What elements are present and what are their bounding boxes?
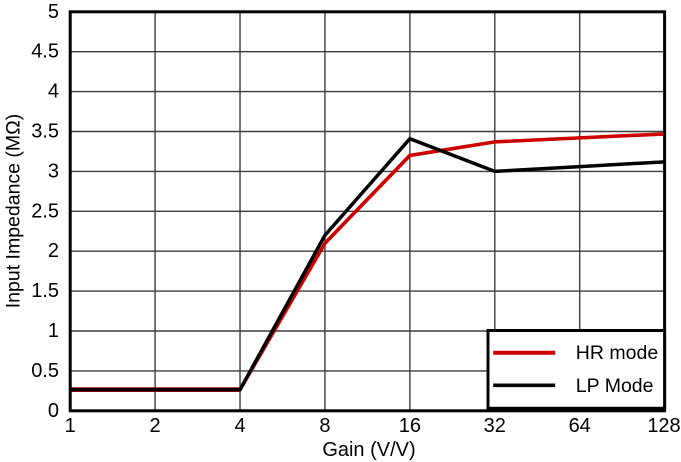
svg-text:32: 32: [484, 415, 506, 437]
svg-text:4.5: 4.5: [31, 41, 59, 63]
svg-text:64: 64: [569, 415, 591, 437]
svg-text:2: 2: [48, 240, 59, 262]
svg-text:0.5: 0.5: [31, 360, 59, 382]
svg-text:3.5: 3.5: [31, 121, 59, 143]
svg-text:2: 2: [150, 415, 161, 437]
svg-text:LP Mode: LP Mode: [576, 375, 654, 397]
svg-text:1: 1: [65, 415, 76, 437]
svg-text:4: 4: [48, 81, 59, 103]
svg-text:2.5: 2.5: [31, 200, 59, 222]
svg-text:5: 5: [48, 1, 59, 23]
svg-text:HR mode: HR mode: [576, 342, 658, 364]
svg-text:3: 3: [48, 160, 59, 182]
svg-text:1.5: 1.5: [31, 280, 59, 302]
svg-text:Gain (V/V): Gain (V/V): [322, 439, 415, 461]
svg-text:4: 4: [234, 415, 245, 437]
svg-text:Input Impedance (MΩ): Input Impedance (MΩ): [3, 114, 25, 309]
svg-text:128: 128: [647, 415, 680, 437]
svg-text:0: 0: [48, 400, 59, 422]
svg-text:1: 1: [48, 320, 59, 342]
svg-text:8: 8: [319, 415, 330, 437]
svg-text:16: 16: [399, 415, 421, 437]
